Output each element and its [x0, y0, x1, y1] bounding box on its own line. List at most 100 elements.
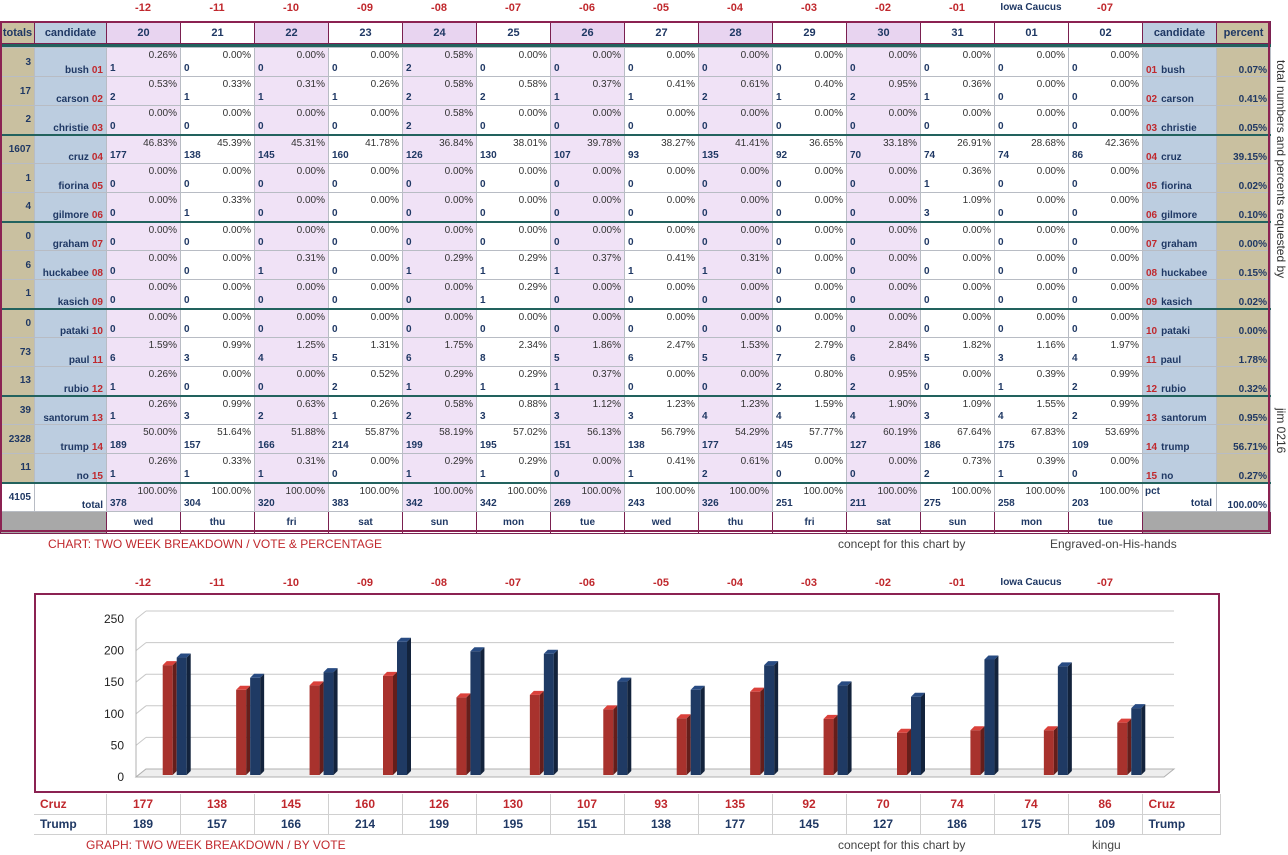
- vote-count: 0: [1072, 120, 1078, 132]
- bar-side: [466, 693, 471, 775]
- vote-count: 0: [702, 63, 708, 74]
- vote-count: 0: [332, 120, 338, 132]
- vote-cell: 0.00% 0: [698, 163, 773, 193]
- bar-side: [847, 681, 852, 775]
- vote-percent: 0.00%: [666, 311, 695, 323]
- vote-count: 0: [850, 468, 856, 480]
- vote-percent: 0.00%: [666, 369, 695, 380]
- vote-count: 0: [332, 294, 338, 306]
- vote-cell: 54.29% 177: [698, 424, 773, 454]
- vote-count: 0: [258, 381, 264, 393]
- vote-percent: 0.58%: [444, 50, 473, 61]
- vote-count: 0: [480, 237, 486, 248]
- vote-cell: 67.83% 175: [994, 424, 1069, 454]
- vote-count: 0: [406, 207, 412, 219]
- vote-count: 92: [776, 150, 788, 161]
- vote-count: 0: [110, 294, 116, 306]
- vote-percent: 0.00%: [666, 108, 695, 119]
- gridline-diagonal: [135, 705, 147, 715]
- candidate-number: 07: [91, 239, 103, 250]
- vote-count: 0: [628, 120, 634, 132]
- vote-count: 1: [480, 294, 486, 306]
- series-label: Trump: [34, 814, 107, 835]
- bar-top: [837, 681, 852, 686]
- vote-percent: 0.61%: [740, 456, 769, 467]
- vote-cell: 0.00% 0: [1068, 307, 1143, 338]
- vote-percent: 0.99%: [1110, 398, 1139, 410]
- side-signature: jim 0216: [1274, 408, 1288, 454]
- vote-count: 1: [628, 266, 634, 277]
- vote-count: 2: [850, 381, 856, 393]
- vote-cell: 0.00% 0: [106, 250, 181, 280]
- vote-count: 0: [628, 294, 634, 306]
- vote-count: 2: [924, 468, 930, 480]
- bar-cruz: [750, 687, 765, 775]
- vote-count: 0: [258, 63, 264, 74]
- vote-count: 2: [480, 92, 486, 103]
- candidate-cell: no 15: [34, 453, 107, 483]
- vote-percent: 0.00%: [370, 311, 399, 323]
- bar-cruz: [236, 685, 251, 775]
- vote-cell: 0.00% 0: [920, 220, 995, 251]
- bar-side: [700, 685, 705, 775]
- vote-count: 0: [850, 63, 856, 74]
- day-offset-label: -06: [579, 577, 595, 589]
- vote-cell: 0.41% 1: [624, 250, 699, 280]
- vote-cell: 0.00% 0: [476, 192, 551, 222]
- vote-count: 5: [554, 353, 560, 364]
- vote-percent: 51.64%: [217, 427, 251, 438]
- vote-cell: 57.77% 145: [772, 424, 847, 454]
- candidate-name: cruz: [68, 152, 89, 163]
- day-offset-label: -04: [727, 2, 743, 14]
- day-offset-row: -12 -11 -10 -09 -08 -07 -06 -05 -04 -03 -02 -01 Iowa…: [0, 2, 1150, 20]
- vote-count: 4: [1072, 353, 1078, 364]
- table-row: 11 no 15 0.26% 1 0.33% 1 0.31% 1 0.00% 0 0.29% 1 0.29…: [0, 453, 1271, 483]
- vote-cell: 0.00% 0: [1068, 47, 1143, 77]
- data-label: 135: [698, 794, 773, 815]
- header-separator: [0, 43, 1271, 48]
- vote-percent: 0.00%: [814, 311, 843, 323]
- vote-count: 1: [184, 92, 190, 103]
- row-total: 2328: [0, 424, 35, 454]
- vote-cell: 41.78% 160: [328, 133, 403, 164]
- vote-cell: 0.00% 0: [698, 105, 773, 135]
- bar-top: [823, 714, 838, 719]
- vote-count: 0: [480, 179, 486, 190]
- vote-count: 1: [406, 266, 412, 277]
- vote-cell: 51.88% 166: [254, 424, 329, 454]
- vote-percent: 0.00%: [1036, 195, 1065, 206]
- total-cell: 100.00% 203: [1068, 481, 1143, 512]
- vote-count: 0: [258, 120, 264, 132]
- day-offset-label: -05: [653, 577, 669, 589]
- vote-percent: 0.00%: [222, 224, 251, 236]
- vote-count: 1: [110, 381, 116, 393]
- vote-cell: 0.00% 0: [994, 192, 1069, 222]
- date-header: 01: [994, 21, 1069, 44]
- data-label: 74: [920, 794, 995, 815]
- vote-cell: 0.00% 0: [106, 220, 181, 251]
- vote-percent: 1.86%: [592, 340, 621, 351]
- vote-cell: 0.99% 3: [180, 337, 255, 367]
- vote-cell: 0.26% 1: [328, 76, 403, 106]
- date-header: 02: [1068, 21, 1143, 44]
- vote-percent: 0.00%: [814, 195, 843, 206]
- vote-percent: 0.39%: [1036, 456, 1065, 467]
- bar-trump: [397, 637, 411, 775]
- gridline-diagonal: [135, 610, 147, 620]
- vote-percent: 67.64%: [957, 427, 991, 438]
- vote-cell: 1.53% 5: [698, 337, 773, 367]
- bar-cruz: [456, 693, 471, 775]
- vote-percent: 1.23%: [666, 398, 695, 410]
- vote-cell: 0.58% 2: [402, 47, 477, 77]
- table-row: 73 paul 11 1.59% 6 0.99% 3 1.25% 4 1.31% 5 1.75% 6 2.…: [0, 337, 1271, 367]
- chart-concept-credit: concept for this chart by: [838, 537, 966, 551]
- data-label: 189: [106, 814, 181, 835]
- vote-count: 2: [406, 120, 412, 132]
- vote-cell: 0.00% 0: [254, 279, 329, 309]
- vote-percent: 0.00%: [1110, 50, 1139, 61]
- vote-cell: 1.55% 4: [994, 394, 1069, 425]
- vote-percent: 0.26%: [148, 369, 177, 380]
- day-name: fri: [772, 511, 847, 534]
- vote-count: 0: [998, 266, 1004, 277]
- bar-cruz: [162, 661, 177, 775]
